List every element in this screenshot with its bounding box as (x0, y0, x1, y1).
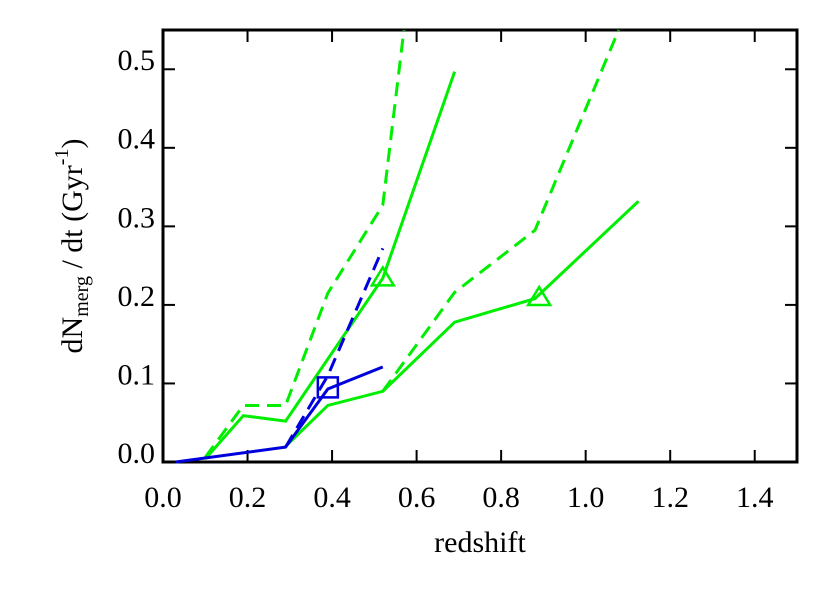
x-tick-label: 0.6 (398, 481, 436, 514)
line-series (204, 29, 406, 459)
line-series (175, 365, 384, 464)
x-tick-label: 0.2 (229, 481, 267, 514)
line-series (381, 29, 621, 393)
y-tick-label: 0.2 (118, 280, 156, 313)
y-tick-label: 0.1 (118, 358, 156, 391)
y-label-part: ) (56, 139, 89, 149)
x-tick-label: 1.0 (567, 481, 605, 514)
triangle-marker (369, 265, 397, 287)
y-label-sub: merg (71, 276, 93, 317)
triangle-marker (525, 284, 553, 307)
x-tick-label: 0.4 (313, 481, 351, 514)
x-tick-label: 1.4 (736, 481, 774, 514)
line-series (284, 200, 640, 448)
plot-frame (161, 28, 799, 464)
x-axis-label: redshift (434, 526, 526, 559)
x-tick-label: 0.8 (482, 481, 520, 514)
y-label-sup: -1 (51, 149, 73, 166)
square-marker (316, 376, 340, 399)
y-tick-label: 0.0 (118, 437, 156, 470)
y-label-part: dN (56, 317, 89, 354)
x-tick-label: 1.2 (651, 481, 689, 514)
y-tick-label: 0.5 (118, 44, 156, 77)
line-series (204, 71, 457, 460)
y-axis-label: dNmerg / dt (Gyr-1) (51, 139, 93, 354)
y-tick-label: 0.4 (118, 123, 156, 156)
x-tick-label: 0.0 (144, 481, 182, 514)
y-label-part: / dt (Gyr (56, 165, 89, 276)
line-series (284, 247, 385, 448)
y-tick-label: 0.3 (118, 201, 156, 234)
